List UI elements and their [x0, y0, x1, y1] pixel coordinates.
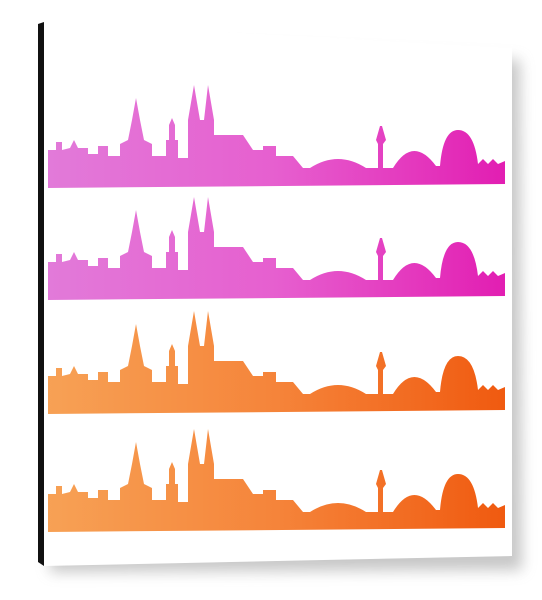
canvas-edge — [38, 22, 44, 566]
